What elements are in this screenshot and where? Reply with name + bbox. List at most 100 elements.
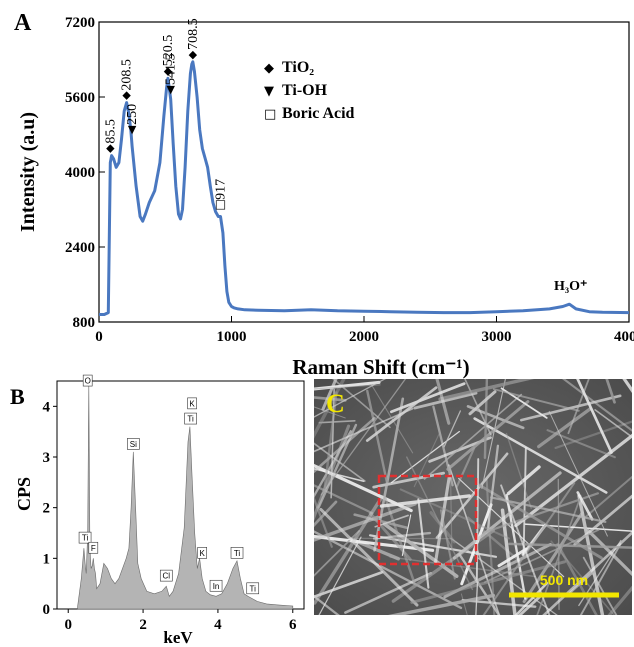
sem-nanorod: [576, 491, 594, 521]
sem-nanorod: [449, 464, 453, 551]
raman-peak-label: 85.5: [103, 119, 118, 144]
sem-nanorod: [584, 526, 632, 577]
legend-marker: □: [264, 107, 276, 122]
sem-nanorod: [468, 390, 497, 416]
sem-nanorod: [567, 379, 590, 435]
edx-element-tag: Ti: [234, 549, 241, 558]
sem-nanorod: [410, 560, 567, 604]
sem-nanorod: [554, 420, 632, 450]
sem-nanorod: [506, 465, 541, 496]
edx-element-tag: In: [213, 582, 220, 591]
sem-nanorod: [490, 496, 607, 524]
sem-nanorod: [370, 382, 414, 454]
sem-nanorod: [497, 547, 528, 568]
edx-element-tag: K: [189, 399, 195, 408]
sem-nanorod: [374, 514, 409, 528]
edx-y-ticks: 0 1 2 3 4: [43, 399, 57, 618]
sem-nanorod: [314, 442, 366, 482]
raman-peak-label: 917: [214, 179, 229, 200]
sem-nanorod: [473, 417, 608, 494]
sem-nanorod: [319, 507, 419, 607]
sem-nanorod: [537, 407, 592, 449]
edx-element-tag-box: [184, 412, 197, 425]
sem-image-panel: C 500 nm: [314, 379, 632, 615]
sem-nanorod: [322, 391, 338, 494]
raman-x-axis-title: Raman Shift (cm⁻¹): [292, 355, 469, 379]
edx-x-axis-title: keV: [163, 628, 193, 647]
sem-nanorod: [446, 400, 530, 471]
sem-nanorod: [314, 534, 435, 552]
sem-nanorod: [372, 531, 432, 540]
raman-y-tick-label: 2400: [65, 240, 95, 256]
raman-peak-label: 541.5: [164, 54, 179, 86]
legend-marker: ◆: [264, 61, 274, 76]
sem-nanorod: [492, 388, 580, 412]
sem-nanorod: [577, 494, 605, 615]
sem-nanorod: [483, 379, 489, 460]
sem-nanorod: [413, 391, 478, 410]
sem-nanorod: [388, 593, 496, 615]
edx-element-tag: Ti: [82, 534, 89, 543]
sem-nanorod: [514, 581, 549, 615]
sem-nanorod: [423, 393, 523, 480]
sem-nanorod: [389, 382, 466, 414]
sem-nanorods: [314, 379, 632, 615]
panel-c-letter: C: [326, 389, 345, 418]
raman-x-tick-label: 2000: [349, 329, 379, 345]
sem-nanorod: [314, 416, 376, 474]
edx-element-tag: Ti: [250, 584, 257, 593]
sem-nanorod: [399, 488, 510, 540]
raman-y-tick-label: 800: [73, 315, 96, 331]
sem-nanorod: [379, 494, 472, 508]
sem-nanorod: [505, 432, 532, 509]
sem-nanorod: [576, 379, 613, 454]
raman-peak-marker: ◆: [164, 64, 173, 77]
raman-x-tick-label: 3000: [482, 329, 512, 345]
sem-nanorod: [542, 530, 632, 615]
sem-nanorod: [314, 500, 338, 528]
sem-nanorod: [314, 502, 417, 542]
sem-nanorod: [452, 471, 562, 560]
edx-element-tag-box: [82, 374, 93, 387]
edx-element-tag-box: [246, 582, 260, 595]
edx-element-tag: K: [200, 549, 206, 558]
sem-nanorod: [314, 396, 347, 402]
sem-nanorod: [485, 478, 496, 615]
sem-nanorod: [318, 536, 362, 615]
raman-y-axis-title: Intensity (a.u): [17, 112, 39, 232]
sem-nanorod: [461, 599, 537, 608]
sem-nanorod: [548, 410, 608, 537]
raman-peak-marker: ▼: [128, 123, 137, 136]
raman-x-tick-label: 1000: [217, 329, 247, 345]
raman-peak-marker: ▼: [167, 83, 176, 96]
edx-element-tag-box: [187, 397, 197, 410]
edx-y-tick-label: 0: [43, 602, 51, 618]
sem-nanorod: [366, 389, 388, 483]
raman-peak-marker: □: [215, 197, 226, 211]
sem-nanorod: [314, 384, 381, 390]
panel-a-letter: A: [14, 10, 32, 36]
edx-spectrum-area: [77, 383, 294, 610]
edx-y-tick-label: 3: [43, 450, 51, 466]
sem-nanorod: [500, 508, 517, 615]
raman-y-tick-label: 5600: [65, 90, 95, 106]
raman-peak-labels: ◆85.5◆208.5▼250◆520.5▼541.5 ◆708.5□917: [103, 18, 228, 211]
sem-nanorod: [314, 495, 333, 548]
sem-nanorod: [353, 513, 409, 530]
panel-b-letter: B: [10, 384, 25, 409]
edx-element-tag: F: [91, 544, 96, 553]
raman-peak-label: 208.5: [120, 59, 135, 91]
sem-nanorod: [406, 456, 474, 591]
edx-element-tag: Si: [130, 440, 137, 449]
edx-x-tick-label: 6: [289, 617, 297, 633]
edx-element-tag: Ti: [187, 415, 194, 424]
legend-label: Boric Acid: [282, 105, 355, 122]
sem-nanorod: [443, 410, 461, 448]
edx-y-axis-title: CPS: [14, 477, 34, 511]
sem-nanorod: [581, 475, 632, 521]
legend-label: Ti-OH: [282, 82, 328, 99]
edx-element-tag-box: [78, 531, 92, 544]
edx-element-tag-box: [88, 541, 99, 554]
sem-nanorod: [514, 433, 632, 528]
